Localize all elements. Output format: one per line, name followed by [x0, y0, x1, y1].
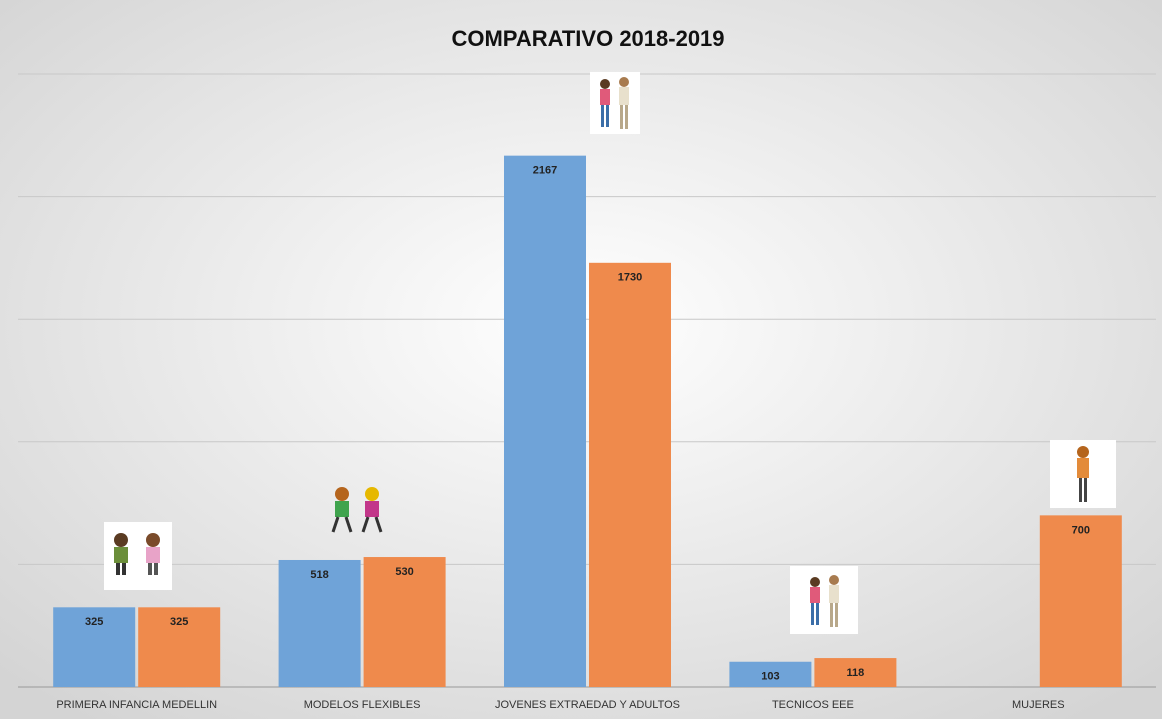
bar	[1039, 515, 1122, 687]
data-label: 103	[761, 671, 779, 683]
chart-title: COMPARATIVO 2018-2019	[451, 26, 724, 51]
x-tick-label: JOVENES EXTRAEDAD Y ADULTOS	[495, 699, 680, 711]
bar	[589, 262, 671, 687]
icon-adults	[590, 72, 640, 134]
bar	[363, 557, 446, 687]
data-label: 518	[310, 569, 328, 581]
icon-kids-running	[331, 487, 383, 533]
bar	[729, 661, 812, 687]
x-tick-label: PRIMERA INFANCIA MEDELLIN	[56, 699, 217, 711]
icon-woman	[1050, 440, 1116, 508]
x-tick-label: MUJERES	[1012, 699, 1065, 711]
data-label: 118	[847, 667, 865, 679]
bar	[504, 155, 586, 687]
icons	[104, 72, 1116, 634]
data-label: 1730	[618, 272, 642, 284]
data-label: 325	[85, 616, 103, 628]
bar	[53, 607, 136, 687]
bar	[278, 559, 361, 687]
data-label: 325	[170, 616, 188, 628]
x-tick-label: TECNICOS EEE	[772, 699, 854, 711]
x-tick-label: MODELOS FLEXIBLES	[304, 699, 421, 711]
bar	[814, 658, 897, 687]
icon-children	[104, 522, 172, 590]
data-label: 530	[395, 566, 413, 578]
icon-technicians	[790, 566, 858, 634]
bar	[138, 607, 221, 687]
data-label: 2167	[533, 165, 557, 177]
data-label: 700	[1072, 524, 1090, 536]
plot-area: PRIMERA INFANCIA MEDELLIN 325 325 MODELOS F…	[18, 73, 1156, 711]
